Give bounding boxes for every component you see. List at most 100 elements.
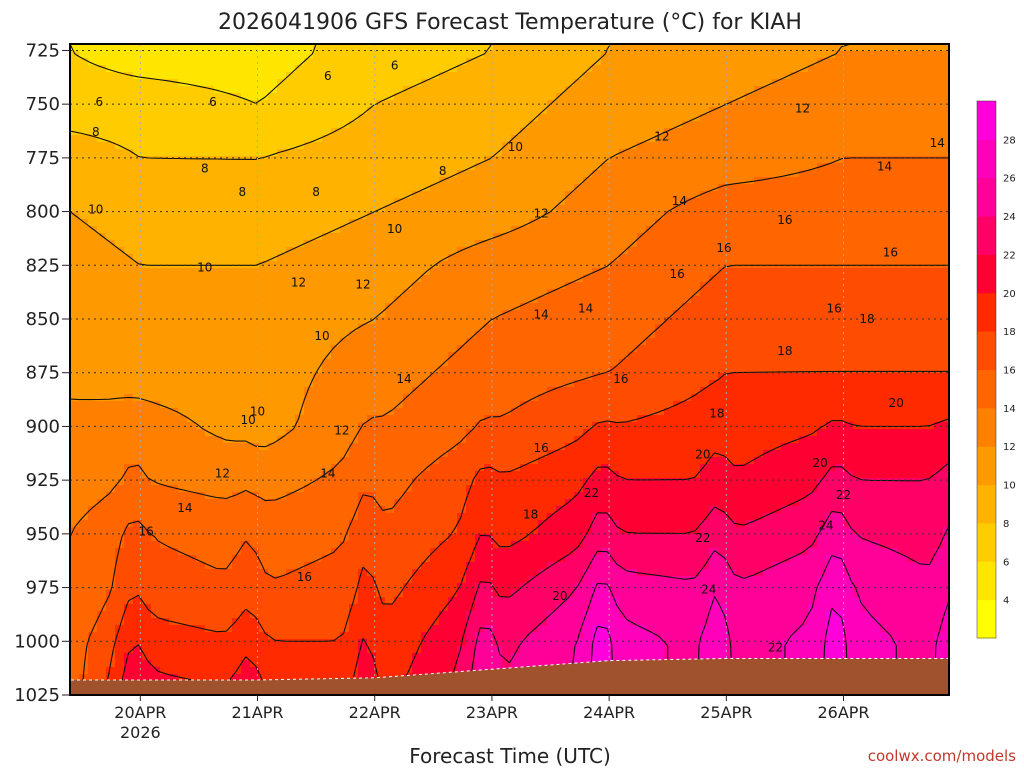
field-cell (412, 79, 422, 87)
field-cell (241, 51, 251, 59)
field-cell (178, 506, 188, 514)
field-cell (376, 485, 386, 493)
field-cell (205, 366, 215, 374)
field-cell (115, 576, 125, 584)
field-cell (196, 611, 206, 619)
field-cell (331, 492, 341, 500)
field-cell (268, 107, 278, 115)
field-cell (250, 569, 260, 577)
field-cell (358, 79, 368, 87)
field-cell (376, 373, 386, 381)
field-cell (133, 443, 143, 451)
field-cell (394, 289, 404, 297)
field-cell (511, 72, 521, 80)
field-cell (439, 527, 449, 535)
field-cell (475, 289, 485, 297)
field-cell (223, 317, 233, 325)
field-cell (79, 632, 89, 640)
field-cell (295, 415, 305, 423)
field-cell (214, 338, 224, 346)
field-cell (187, 275, 197, 283)
field-cell (421, 590, 431, 598)
field-cell (412, 387, 422, 395)
field-cell (430, 296, 440, 304)
field-cell (448, 653, 458, 661)
field-cell (430, 324, 440, 332)
field-cell (97, 492, 107, 500)
field-cell (115, 548, 125, 556)
field-cell (187, 660, 197, 668)
field-cell (286, 254, 296, 262)
field-cell (403, 275, 413, 283)
field-cell (196, 590, 206, 598)
field-cell (241, 555, 251, 563)
field-cell (160, 380, 170, 388)
field-cell (106, 352, 116, 360)
field-cell (502, 436, 512, 444)
field-cell (349, 296, 359, 304)
field-cell (484, 415, 494, 423)
field-cell (367, 128, 377, 136)
field-cell (259, 219, 269, 227)
field-cell (520, 373, 530, 381)
field-cell (97, 520, 107, 528)
field-cell (142, 450, 152, 458)
field-cell (322, 93, 332, 101)
field-cell (547, 212, 557, 220)
field-cell (142, 562, 152, 570)
field-cell (493, 142, 503, 150)
field-cell (295, 611, 305, 619)
field-cell (196, 240, 206, 248)
field-cell (493, 107, 503, 115)
field-cell (304, 422, 314, 430)
field-cell (511, 590, 521, 598)
field-cell (538, 471, 548, 479)
field-cell (484, 233, 494, 241)
field-cell (313, 44, 323, 52)
field-cell (376, 345, 386, 353)
field-cell (187, 72, 197, 80)
field-cell (448, 373, 458, 381)
field-cell (250, 296, 260, 304)
field-cell (367, 310, 377, 318)
field-cell (214, 422, 224, 430)
field-cell (466, 618, 476, 626)
field-cell (214, 513, 224, 521)
field-cell (358, 471, 368, 479)
field-cell (331, 646, 341, 654)
field-cell (493, 205, 503, 213)
field-cell (151, 394, 161, 402)
field-cell (376, 44, 386, 52)
field-cell (520, 387, 530, 395)
field-cell (169, 415, 179, 423)
field-cell (457, 128, 467, 136)
field-cell (511, 184, 521, 192)
field-cell (538, 625, 548, 633)
field-cell (421, 464, 431, 472)
field-cell (142, 366, 152, 374)
field-cell (241, 226, 251, 234)
field-cell (394, 604, 404, 612)
field-cell (142, 632, 152, 640)
field-cell (313, 226, 323, 234)
field-cell (439, 121, 449, 129)
field-cell (232, 44, 242, 52)
field-cell (178, 163, 188, 171)
field-cell (304, 44, 314, 52)
field-cell (97, 478, 107, 486)
field-cell (349, 233, 359, 241)
field-cell (97, 422, 107, 430)
field-cell (367, 380, 377, 388)
field-cell (385, 464, 395, 472)
field-cell (484, 212, 494, 220)
field-cell (358, 583, 368, 591)
field-cell (502, 240, 512, 248)
field-cell (511, 289, 521, 297)
field-cell (79, 415, 89, 423)
field-cell (367, 548, 377, 556)
field-cell (178, 226, 188, 234)
field-cell (520, 156, 530, 164)
field-cell (133, 275, 143, 283)
field-cell (340, 261, 350, 269)
field-cell (277, 387, 287, 395)
